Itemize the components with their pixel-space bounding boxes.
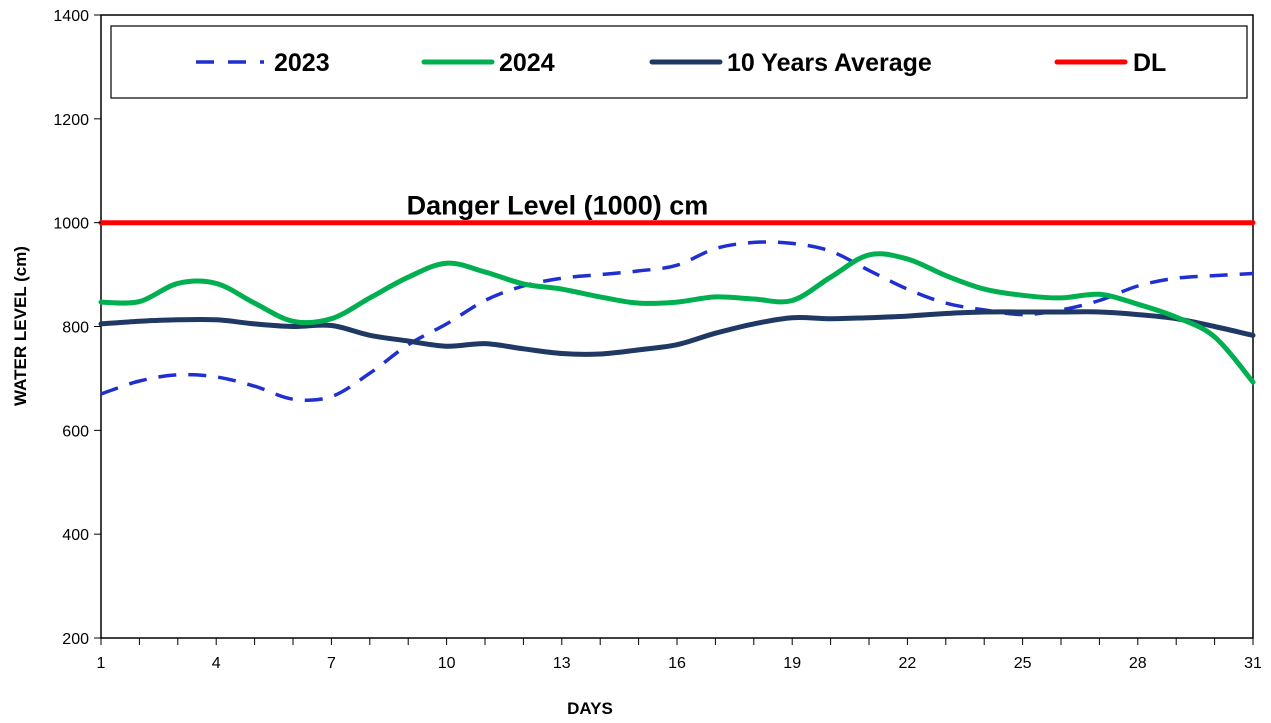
legend-label-dl: DL (1133, 49, 1166, 77)
legend-label-2024: 2024 (499, 49, 555, 77)
x-tick-label: 28 (1129, 655, 1147, 672)
x-tick-label: 22 (899, 655, 917, 672)
y-tick-label: 1400 (53, 8, 89, 25)
x-tick-label: 25 (1014, 655, 1032, 672)
x-tick-label: 13 (553, 655, 571, 672)
y-tick-label: 800 (62, 320, 89, 337)
x-tick-label: 31 (1244, 655, 1262, 672)
x-tick-label: 16 (668, 655, 686, 672)
y-axis-title: WATER LEVEL (cm) (11, 246, 30, 406)
series-line-2023 (100, 240, 1254, 403)
y-tick-label: 400 (62, 527, 89, 544)
series-layer (98, 220, 1256, 403)
x-tick-label: 19 (783, 655, 801, 672)
x-tick-label: 7 (327, 655, 336, 672)
x-tick-label: 1 (97, 655, 106, 672)
y-tick-label: 1000 (53, 216, 89, 233)
x-tick-label: 10 (438, 655, 456, 672)
plot-area: Danger Level (1000) cm (98, 14, 1256, 639)
legend: 2023 2024 10 Years Average DL (110, 25, 1248, 99)
x-axis: 1 4 7 10 13 16 19 22 25 28 31 (97, 638, 1262, 672)
y-tick-label: 200 (62, 631, 89, 648)
y-tick-label: 600 (62, 423, 89, 440)
annotation-layer: Danger Level (1000) cm (407, 191, 709, 221)
danger-level-annotation: Danger Level (1000) cm (407, 191, 709, 221)
series-line-2024 (98, 251, 1256, 385)
y-tick-label: 1200 (53, 112, 89, 129)
y-axis: 200 400 600 800 1000 1200 1400 (53, 8, 101, 648)
x-axis-title: DAYS (567, 699, 613, 718)
legend-label-10-years-average: 10 Years Average (727, 49, 932, 77)
legend-label-2023: 2023 (274, 49, 330, 77)
series-line-10-years-average (98, 309, 1256, 357)
x-tick-label: 4 (212, 655, 221, 672)
